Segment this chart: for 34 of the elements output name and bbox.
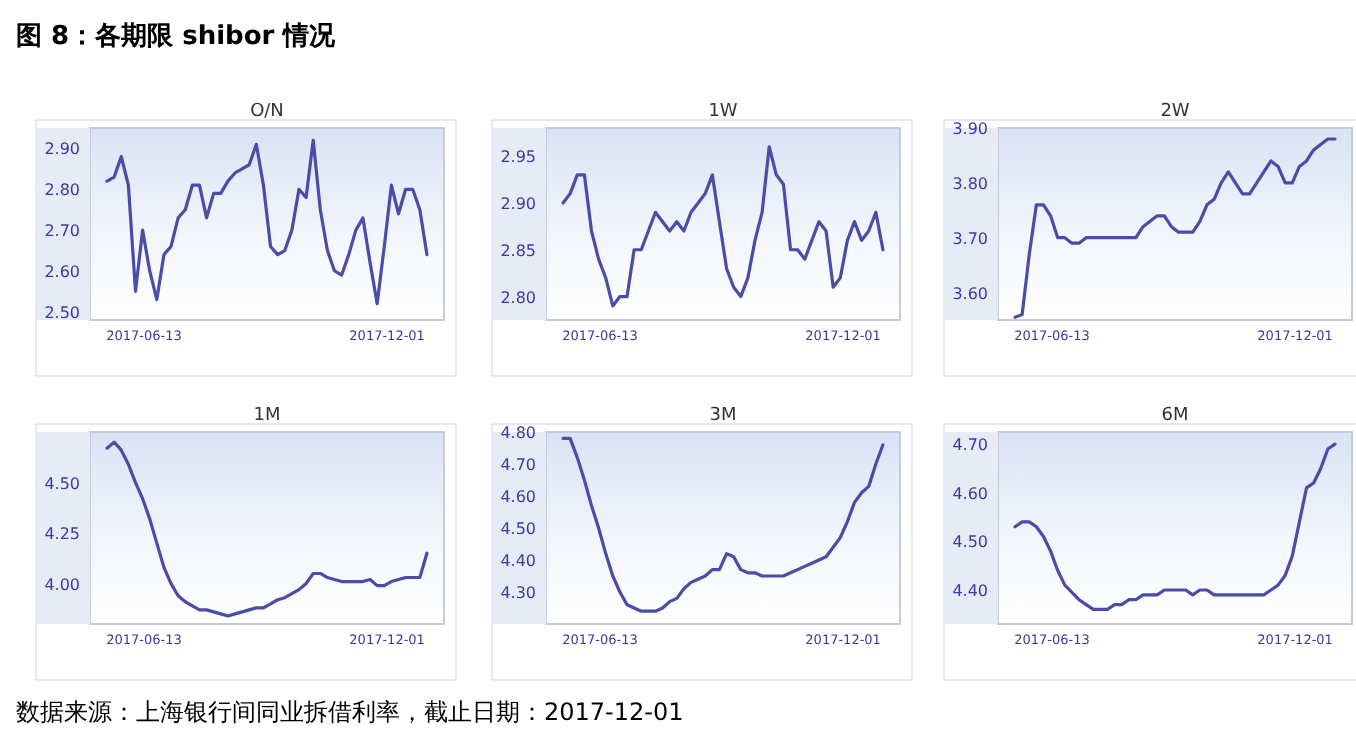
y-tick-label: 4.60: [500, 488, 536, 506]
chart-title: 3M: [709, 406, 737, 426]
chart-title: 2W: [1160, 102, 1190, 122]
y-tick-label: 3.90: [952, 120, 988, 138]
caption: 图 8：各期限 shibor 情况: [16, 22, 338, 52]
chart-title: O/N: [250, 102, 284, 122]
chart-title: 1M: [253, 406, 281, 426]
y-tick-label: 4.50: [44, 474, 80, 493]
y-tick-label: 2.90: [500, 194, 536, 213]
source-note: 数据来源：上海银行间同业拆借利率，截止日期：2017-12-01: [16, 698, 684, 726]
y-tick-label: 2.60: [44, 262, 80, 281]
y-tick-label: 2.50: [44, 303, 80, 322]
chart-title: 6M: [1161, 406, 1189, 426]
y-tick-label: 4.60: [952, 484, 988, 503]
y-tick-label: 4.50: [500, 520, 536, 538]
y-tick-label: 2.80: [500, 288, 536, 307]
y-tick-label: 3.60: [952, 284, 988, 303]
y-tick-label: 2.95: [500, 148, 536, 167]
chart-title: 1W: [708, 102, 738, 122]
y-tick-label: 4.30: [500, 584, 536, 602]
y-tick-label: 4.40: [952, 581, 988, 600]
y-tick-label: 2.90: [44, 140, 80, 159]
y-tick-label: 2.70: [44, 222, 80, 241]
y-tick-label: 2.80: [44, 181, 80, 200]
y-tick-label: 2.85: [500, 241, 536, 260]
y-tick-label: 3.80: [952, 174, 988, 193]
y-tick-label: 4.80: [500, 424, 536, 442]
y-tick-label: 4.00: [44, 575, 80, 594]
y-tick-label: 4.70: [500, 456, 536, 474]
y-tick-label: 4.70: [952, 436, 988, 455]
y-tick-label: 4.40: [500, 552, 536, 570]
y-tick-label: 4.25: [44, 525, 80, 544]
y-tick-label: 4.50: [952, 533, 988, 552]
y-tick-label: 3.70: [952, 229, 988, 248]
